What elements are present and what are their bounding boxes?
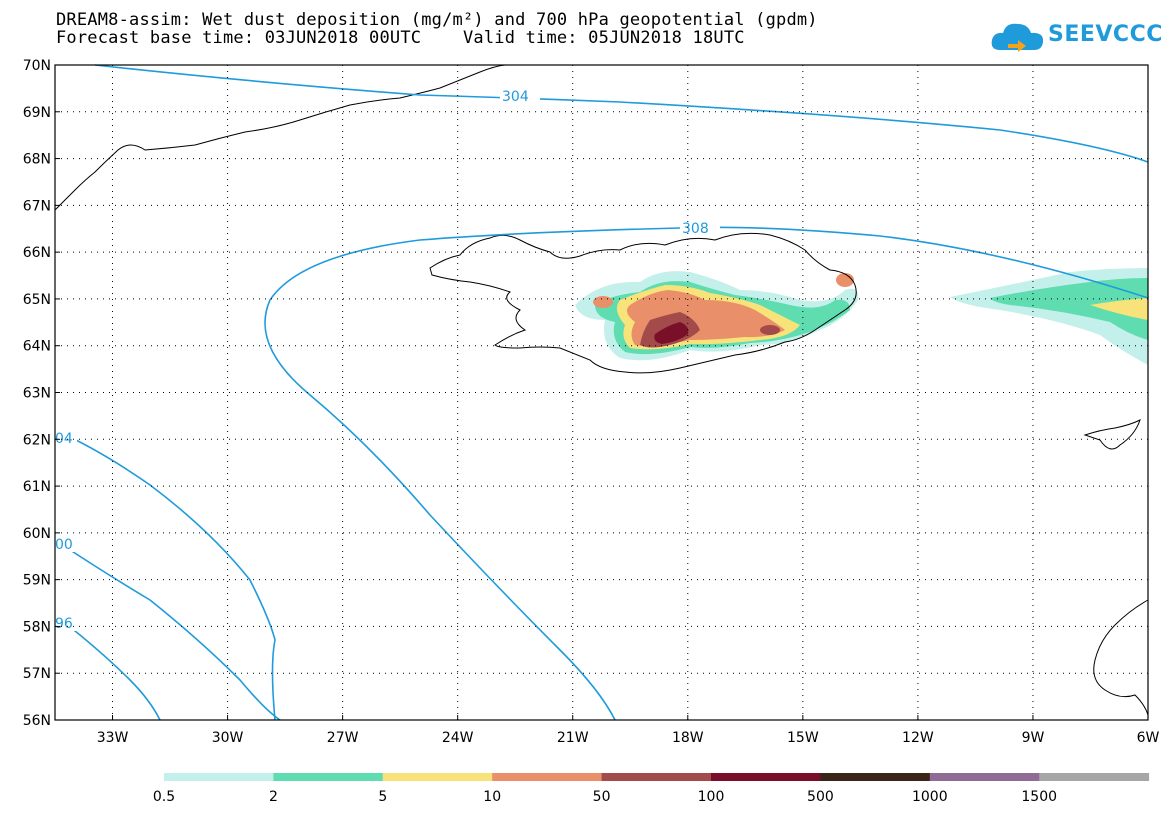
- legend-label: 10: [483, 789, 501, 805]
- lat-tick-label: 60N: [23, 526, 51, 542]
- legend-swatch: [164, 773, 274, 781]
- legend-label: 5: [378, 789, 387, 805]
- isoline-308: [264, 226, 1149, 721]
- lat-tick-label: 57N: [23, 666, 51, 682]
- map-title: DREAM8-assim: Wet dust deposition (mg/m²…: [56, 10, 818, 30]
- gridlines: [55, 64, 1149, 721]
- lat-tick-label: 69N: [23, 105, 51, 121]
- legend-swatch: [382, 773, 493, 781]
- legend-swatch: [929, 773, 1040, 781]
- isoline-300: [54, 539, 281, 721]
- isoline-304-lower: [54, 429, 276, 721]
- lon-tick-label: 24W: [442, 730, 474, 746]
- legend-swatch: [601, 773, 712, 781]
- legend-swatch: [1039, 773, 1150, 781]
- logo-text: SEEVCCC: [1048, 22, 1163, 47]
- isoline-label-04: 04: [55, 431, 73, 447]
- isoline-label-00: 00: [55, 537, 73, 553]
- dust-deposition-field: [575, 268, 1148, 365]
- lat-tick-label: 70N: [23, 58, 51, 74]
- lat-tick-label: 66N: [23, 245, 51, 261]
- color-legend: 0.5 2 5 10 50 100 500 1000 1500: [153, 773, 1150, 805]
- lon-tick-label: 33W: [97, 730, 129, 746]
- lat-tick-label: 59N: [23, 573, 51, 589]
- legend-swatch: [273, 773, 384, 781]
- legend-label: 50: [593, 789, 611, 805]
- legend-label: 0.5: [153, 789, 175, 805]
- lat-tick-label: 62N: [23, 432, 51, 448]
- lat-tick-label: 61N: [23, 479, 51, 495]
- lon-tick-label: 30W: [212, 730, 244, 746]
- legend-label: 2: [269, 789, 278, 805]
- isoline-304: [94, 64, 1149, 163]
- legend-label: 1500: [1021, 789, 1057, 805]
- lat-tick-label: 67N: [23, 198, 51, 214]
- lat-tick-label: 64N: [23, 339, 51, 355]
- cloud-arrow-icon: [991, 23, 1044, 52]
- isoline-label-96: 96: [55, 616, 73, 632]
- lon-tick-label: 9W: [1022, 730, 1045, 746]
- legend-swatch: [820, 773, 931, 781]
- map-frame: [54, 64, 1149, 721]
- axis-tick-labels: 70N 69N 68N 67N 66N 65N 64N 63N 62N 61N 60N 59N 58N 5…: [23, 58, 1160, 746]
- lon-tick-label: 21W: [557, 730, 589, 746]
- lon-tick-label: 12W: [902, 730, 934, 746]
- isoline-label-308: 308: [682, 221, 709, 237]
- lat-tick-label: 56N: [23, 713, 51, 729]
- isoline-296: [54, 614, 161, 721]
- lat-tick-label: 63N: [23, 386, 51, 402]
- lat-tick-label: 58N: [23, 619, 51, 635]
- lon-tick-label: 18W: [672, 730, 704, 746]
- map-subtitle: Forecast base time: 03JUN2018 00UTC Vali…: [56, 28, 745, 48]
- lon-tick-label: 15W: [787, 730, 819, 746]
- lon-tick-label: 27W: [327, 730, 359, 746]
- coastlines: [54, 64, 1149, 716]
- legend-swatch: [492, 773, 603, 781]
- lat-tick-label: 68N: [23, 152, 51, 168]
- legend-label: 1000: [912, 789, 948, 805]
- geopotential-isolines: [54, 64, 1149, 721]
- isoline-label-304: 304: [502, 89, 529, 105]
- lon-tick-label: 6W: [1137, 730, 1160, 746]
- lat-tick-label: 65N: [23, 292, 51, 308]
- legend-swatch: [711, 773, 821, 781]
- legend-label: 100: [698, 789, 725, 805]
- legend-label: 500: [807, 789, 834, 805]
